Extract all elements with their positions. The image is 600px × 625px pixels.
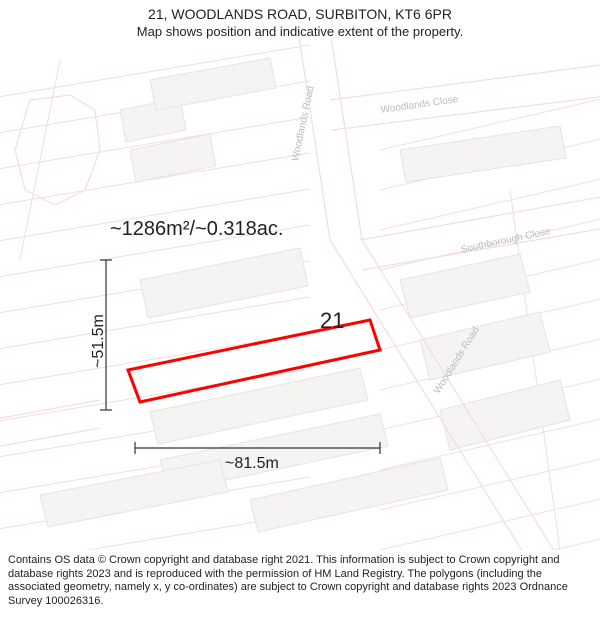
header: 21, WOODLANDS ROAD, SURBITON, KT6 6PR Ma…	[0, 0, 600, 40]
dim-height-label: ~51.5m	[90, 314, 108, 368]
dim-width-label: ~81.5m	[225, 455, 279, 473]
area-label: ~1286m²/~0.318ac.	[110, 218, 283, 241]
plot-number: 21	[320, 308, 344, 334]
property-title: 21, WOODLANDS ROAD, SURBITON, KT6 6PR	[0, 6, 600, 24]
header-subtitle: Map shows position and indicative extent…	[0, 24, 600, 40]
copyright-footer: Contains OS data © Crown copyright and d…	[0, 550, 600, 609]
map-canvas: ~1286m²/~0.318ac. 21 ~51.5m ~81.5m Woodl…	[0, 40, 600, 550]
